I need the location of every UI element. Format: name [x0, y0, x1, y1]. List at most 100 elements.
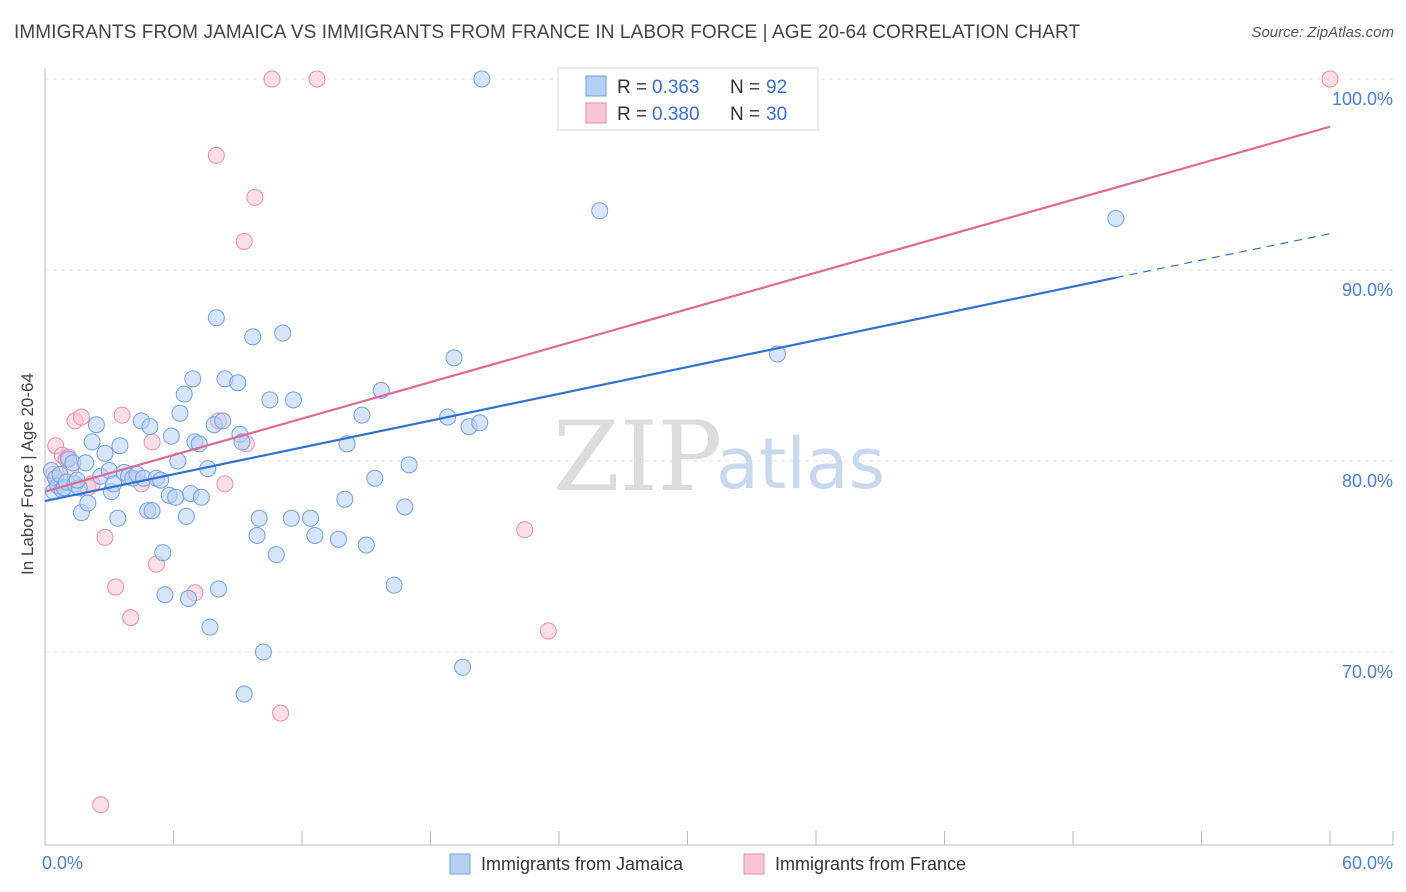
x-tick-min: 0.0% — [42, 853, 83, 873]
legend-box: R = 0.363 N = 92 R = 0.380 N = 30 — [557, 67, 819, 131]
point-jamaica — [357, 536, 375, 554]
gridlines — [45, 78, 1393, 653]
legend-n-label-jamaica: N = — [730, 77, 760, 98]
bottom-legend-france: Immigrants from France — [775, 854, 966, 874]
point-jamaica — [162, 427, 180, 445]
point-jamaica — [366, 469, 384, 487]
point-jamaica — [209, 580, 227, 598]
point-france — [207, 146, 225, 164]
trend-line-jamaica-extension — [1115, 233, 1331, 279]
y-tick-label: 100.0% — [1332, 89, 1393, 109]
point-jamaica — [207, 309, 225, 327]
point-france — [72, 408, 90, 426]
point-jamaica — [79, 494, 97, 512]
point-jamaica — [171, 404, 189, 422]
point-jamaica — [353, 406, 371, 424]
bottom-legend-swatch-jamaica — [449, 853, 471, 875]
point-jamaica — [156, 586, 174, 604]
point-france — [263, 70, 281, 88]
point-jamaica — [261, 391, 279, 409]
point-jamaica — [284, 391, 302, 409]
point-france — [1321, 70, 1339, 88]
point-jamaica — [179, 590, 197, 608]
point-jamaica — [248, 526, 266, 544]
point-jamaica — [167, 488, 185, 506]
point-jamaica — [77, 454, 95, 472]
legend-swatch-jamaica — [585, 75, 607, 97]
point-jamaica — [175, 385, 193, 403]
chart-title: IMMIGRANTS FROM JAMAICA VS IMMIGRANTS FR… — [14, 22, 1081, 43]
point-jamaica — [454, 658, 472, 676]
watermark-zip: ZIP — [553, 401, 722, 513]
point-jamaica — [177, 507, 195, 525]
point-jamaica — [336, 490, 354, 508]
points-jamaica — [42, 70, 1125, 703]
point-jamaica — [306, 526, 324, 544]
legend-n-value-jamaica: 92 — [766, 77, 787, 98]
point-jamaica — [192, 488, 210, 506]
legend-n-value-france: 30 — [766, 104, 787, 125]
point-jamaica — [1107, 209, 1125, 227]
bottom-legend: Immigrants from Jamaica Immigrants from … — [449, 853, 966, 875]
point-france — [143, 433, 161, 451]
legend-r-label-france: R = — [617, 104, 647, 125]
point-jamaica — [445, 349, 463, 367]
bottom-legend-swatch-france — [743, 853, 765, 875]
point-france — [516, 521, 534, 539]
point-jamaica — [154, 544, 172, 562]
point-jamaica — [591, 202, 609, 220]
y-tick-label: 80.0% — [1342, 471, 1393, 491]
point-france — [122, 609, 140, 627]
legend-r-value-france: 0.380 — [652, 104, 700, 125]
point-jamaica — [471, 414, 489, 432]
point-jamaica — [201, 618, 219, 636]
point-jamaica — [214, 412, 232, 430]
point-jamaica — [396, 498, 414, 516]
point-jamaica — [143, 502, 161, 520]
point-france — [235, 232, 253, 250]
point-france — [308, 70, 326, 88]
point-jamaica — [109, 509, 127, 527]
legend-r-label-jamaica: R = — [617, 77, 647, 98]
point-jamaica — [274, 324, 292, 342]
point-jamaica — [83, 433, 101, 451]
point-jamaica — [302, 509, 320, 527]
trend-line-jamaica — [44, 276, 1117, 503]
trend-lines — [44, 125, 1331, 503]
y-tick-label: 90.0% — [1342, 280, 1393, 300]
point-jamaica — [267, 546, 285, 564]
point-jamaica — [96, 444, 114, 462]
point-france — [96, 528, 114, 546]
point-jamaica — [329, 530, 347, 548]
point-jamaica — [282, 509, 300, 527]
point-jamaica — [141, 418, 159, 436]
point-france — [539, 622, 557, 640]
bottom-legend-jamaica: Immigrants from Jamaica — [481, 854, 684, 874]
point-jamaica — [184, 370, 202, 388]
point-jamaica — [473, 70, 491, 88]
point-france — [246, 188, 264, 206]
point-france — [216, 475, 234, 493]
point-jamaica — [250, 509, 268, 527]
trend-line-france — [44, 125, 1331, 493]
point-france — [107, 578, 125, 596]
point-jamaica — [385, 576, 403, 594]
point-france — [272, 704, 290, 722]
y-tick-label: 70.0% — [1342, 662, 1393, 682]
point-jamaica — [111, 437, 129, 455]
watermark-atlas: atlas — [716, 423, 885, 505]
legend-swatch-france — [585, 102, 607, 124]
point-jamaica — [229, 374, 247, 392]
point-france — [92, 796, 110, 814]
legend-n-label-france: N = — [730, 104, 760, 125]
point-jamaica — [152, 471, 170, 489]
point-jamaica — [87, 416, 105, 434]
y-axis-label: In Labor Force | Age 20-64 — [18, 373, 37, 575]
y-tick-labels: 70.0% 80.0% 90.0% 100.0% — [1332, 89, 1393, 682]
x-tick-max: 60.0% — [1342, 853, 1393, 873]
point-france — [113, 406, 131, 424]
point-jamaica — [400, 456, 418, 474]
legend-r-value-jamaica: 0.363 — [652, 77, 700, 98]
point-jamaica — [235, 685, 253, 703]
